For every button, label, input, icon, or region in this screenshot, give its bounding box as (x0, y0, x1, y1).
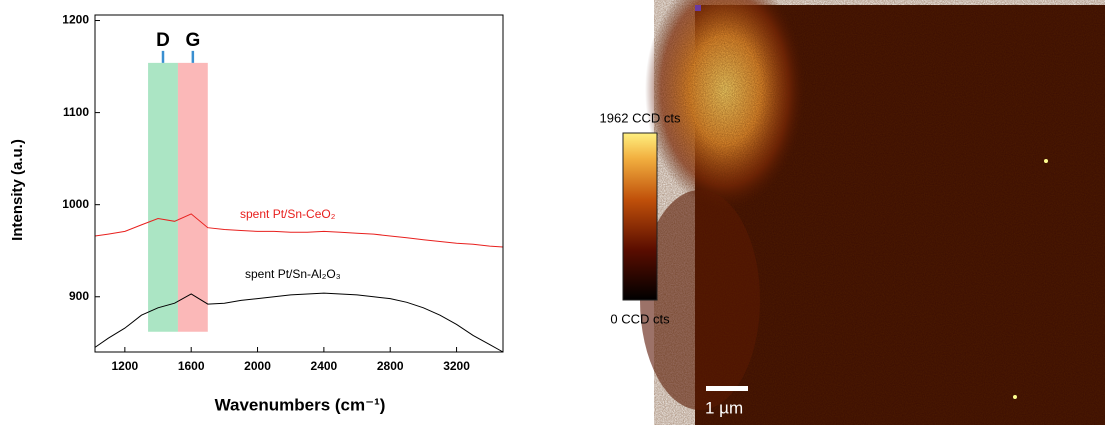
x-tick-label: 1600 (178, 359, 205, 373)
series-line (94, 292, 504, 353)
x-tick-label: 2800 (377, 359, 404, 373)
map-spot (1013, 395, 1017, 399)
map-spot (1044, 159, 1048, 163)
y-tick-label: 900 (69, 289, 89, 303)
colorbar-label: 1962 CCD cts (600, 110, 681, 125)
colorbar-label: 0 CCD cts (610, 311, 670, 326)
x-tick-label: 2000 (244, 359, 271, 373)
series-label: spent Pt/Sn-Al₂O₃ (245, 267, 341, 281)
series-label: spent Pt/Sn-CeO₂ (240, 207, 336, 221)
y-tick-label: 1100 (63, 105, 89, 119)
band (177, 62, 208, 332)
series-line (94, 213, 504, 248)
x-tick-label: 3200 (443, 359, 470, 373)
x-tick-label: 1200 (112, 359, 139, 373)
x-axis-label: Wavenumbers (cm⁻¹) (215, 395, 386, 414)
band-label: D (156, 30, 170, 51)
map-noise (695, 5, 1105, 425)
x-tick-label: 2400 (311, 359, 338, 373)
band (148, 62, 178, 332)
scale-bar-label: 1 µm (705, 398, 743, 417)
y-tick-label: 1000 (62, 197, 89, 211)
band-label: G (185, 30, 200, 51)
scale-bar (706, 386, 748, 391)
y-tick-label: 1200 (62, 13, 89, 27)
y-axis-label: Intensity (a.u.) (9, 139, 26, 241)
plot-frame (94, 14, 504, 353)
map-corner (695, 5, 701, 11)
colorbar (622, 132, 658, 301)
